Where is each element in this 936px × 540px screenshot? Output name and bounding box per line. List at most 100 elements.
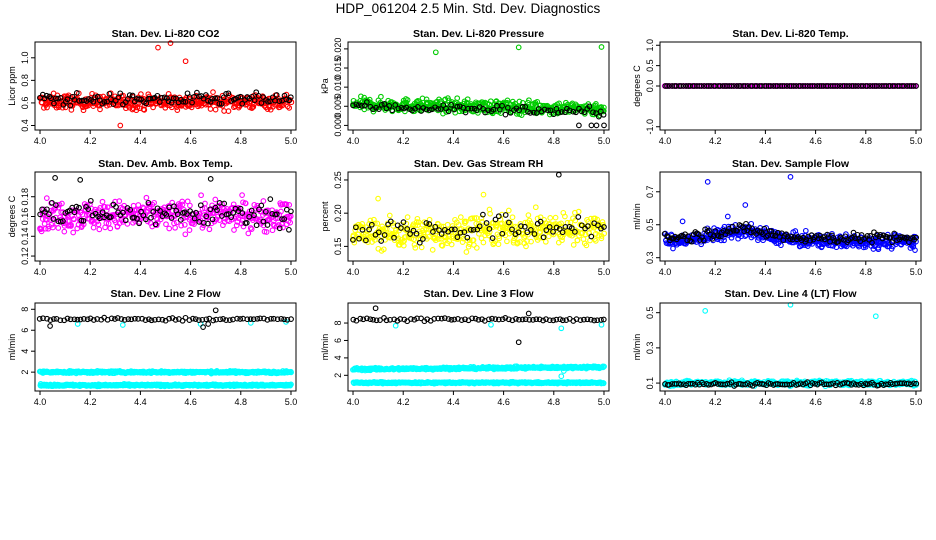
data-point-outlier bbox=[742, 202, 749, 208]
data-point bbox=[163, 221, 169, 228]
data-point bbox=[522, 103, 529, 110]
data-point bbox=[370, 106, 376, 113]
data-point bbox=[542, 238, 549, 245]
y-tick-label: 0.20 bbox=[333, 204, 343, 222]
data-point bbox=[253, 222, 260, 229]
data-point bbox=[373, 104, 379, 111]
data-point bbox=[570, 242, 577, 248]
data-point bbox=[249, 93, 255, 100]
data-point bbox=[404, 214, 411, 220]
data-point bbox=[239, 192, 245, 198]
data-point bbox=[578, 108, 585, 115]
y-tick-label: 0.8 bbox=[20, 74, 30, 87]
data-point bbox=[182, 231, 189, 238]
data-point bbox=[170, 95, 177, 102]
data-point bbox=[269, 227, 276, 234]
data-point bbox=[151, 199, 157, 206]
data-point bbox=[172, 224, 178, 231]
data-point bbox=[260, 218, 267, 225]
data-point bbox=[135, 202, 142, 208]
x-tick-label: 4.8 bbox=[548, 136, 561, 146]
x-tick-label: 4.2 bbox=[84, 267, 97, 277]
y-tick-label: 0.000 bbox=[333, 114, 343, 137]
data-point bbox=[429, 247, 436, 253]
y-tick-label: 0.18 bbox=[20, 188, 30, 206]
data-point bbox=[46, 211, 52, 218]
data-point bbox=[601, 104, 607, 111]
y-axis-label: kPa bbox=[320, 78, 330, 94]
data-point bbox=[572, 217, 579, 224]
data-point bbox=[182, 99, 189, 105]
data-point bbox=[552, 214, 559, 221]
data-point bbox=[698, 83, 705, 89]
data-point bbox=[213, 216, 220, 223]
data-point bbox=[145, 199, 152, 206]
data-point bbox=[273, 211, 280, 218]
data-point bbox=[218, 100, 225, 107]
data-point bbox=[184, 211, 190, 217]
data-point bbox=[366, 226, 372, 233]
data-point bbox=[233, 222, 240, 229]
data-point bbox=[50, 216, 57, 222]
data-point-outlier bbox=[200, 324, 206, 330]
data-point bbox=[462, 109, 469, 116]
data-point bbox=[669, 83, 676, 89]
data-point bbox=[131, 214, 137, 221]
y-tick-label: 0.015 bbox=[333, 57, 343, 80]
data-point bbox=[534, 98, 541, 105]
data-point bbox=[177, 217, 184, 223]
data-point bbox=[71, 209, 78, 216]
panel-title: Stan. Dev. Amb. Box Temp. bbox=[98, 158, 233, 170]
data-point bbox=[61, 228, 68, 235]
data-point bbox=[378, 93, 384, 100]
data-point bbox=[527, 227, 534, 233]
data-point bbox=[214, 207, 220, 213]
data-point bbox=[189, 99, 195, 106]
x-tick-label: 4.4 bbox=[134, 267, 147, 277]
data-point bbox=[164, 95, 170, 102]
data-point-outlier bbox=[555, 171, 562, 178]
x-tick-label: 4.8 bbox=[860, 136, 873, 146]
data-point bbox=[288, 208, 294, 215]
data-point bbox=[420, 236, 426, 242]
x-tick-label: 4.2 bbox=[84, 397, 97, 407]
y-tick-label: 0.5 bbox=[645, 218, 655, 231]
data-point bbox=[839, 83, 846, 89]
data-point bbox=[251, 212, 257, 219]
data-point bbox=[395, 105, 402, 112]
data-point bbox=[44, 206, 50, 213]
data-point bbox=[178, 222, 185, 229]
data-point bbox=[486, 229, 493, 235]
data-point bbox=[55, 225, 62, 231]
data-point bbox=[499, 230, 506, 237]
x-tick-label: 4.8 bbox=[860, 267, 873, 277]
data-point bbox=[108, 214, 114, 220]
data-point bbox=[120, 209, 126, 216]
data-point bbox=[720, 83, 726, 89]
y-tick-label: 0.4 bbox=[20, 119, 30, 132]
data-point bbox=[129, 106, 136, 113]
data-point bbox=[280, 224, 286, 231]
data-point bbox=[543, 220, 549, 226]
data-point bbox=[473, 245, 480, 251]
data-point bbox=[193, 210, 199, 216]
data-point bbox=[721, 234, 727, 240]
data-point bbox=[140, 212, 147, 219]
data-point bbox=[219, 213, 225, 219]
data-point bbox=[80, 217, 87, 224]
data-point bbox=[404, 226, 411, 232]
data-point bbox=[126, 92, 133, 98]
x-tick-label: 4.4 bbox=[759, 267, 772, 277]
data-point bbox=[248, 226, 255, 232]
data-point bbox=[212, 95, 218, 102]
data-point bbox=[50, 224, 56, 231]
data-point bbox=[386, 103, 393, 109]
data-point bbox=[802, 227, 809, 234]
data-point bbox=[216, 217, 223, 223]
data-point bbox=[363, 99, 370, 105]
data-point bbox=[492, 216, 499, 223]
data-point bbox=[564, 105, 570, 112]
data-point bbox=[55, 95, 61, 102]
data-point bbox=[245, 230, 252, 237]
data-point bbox=[156, 99, 163, 105]
